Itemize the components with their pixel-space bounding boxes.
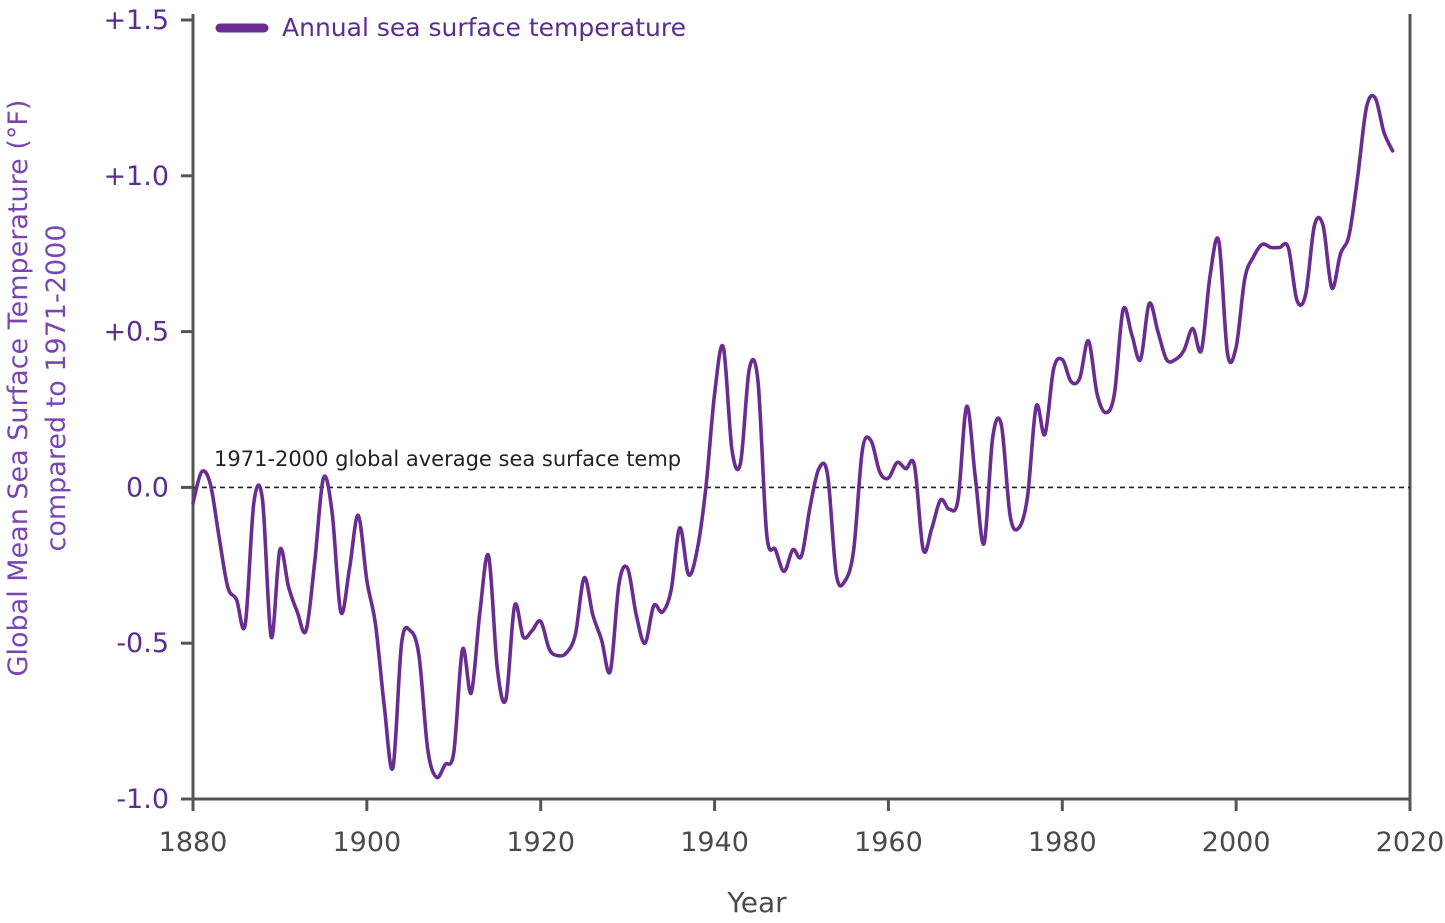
x-tick-label: 1980 [1028,827,1097,858]
y-tick-label: +0.5 [103,317,169,348]
x-tick-label: 1960 [854,827,923,858]
y-tick-label: -1.0 [116,784,169,815]
y-axis-title-line2: compared to 1971-2000 [41,224,72,551]
x-tick-label: 1920 [506,827,575,858]
x-tick-label: 2020 [1376,827,1445,858]
x-axis-title: Year [726,886,787,919]
reference-line-label: 1971-2000 global average sea surface tem… [214,447,681,471]
y-axis-title: Global Mean Sea Surface Temperature (°F)… [3,100,72,677]
y-tick-label: 0.0 [126,472,169,503]
x-tick-label: 2000 [1202,827,1271,858]
series-line-annual-sst [191,93,1395,780]
x-tick-label: 1900 [332,827,401,858]
series-layer [191,93,1395,780]
ticks-layer: -1.0 -0.5 0.0 +0.5 +1.0 +1.5 1880 1900 1920 1940 1… [103,5,1444,858]
legend: Annual sea surface temperature [215,13,686,42]
y-tick-label: +1.0 [103,161,169,192]
y-axis-title-line1: Global Mean Sea Surface Temperature (°F) [3,100,34,677]
y-tick-label: +1.5 [103,5,169,36]
plot-frame [191,14,1412,801]
x-tick-label: 1940 [680,827,749,858]
y-tick-label: -0.5 [116,628,169,659]
legend-label: Annual sea surface temperature [282,13,686,42]
x-tick-label: 1880 [159,827,228,858]
